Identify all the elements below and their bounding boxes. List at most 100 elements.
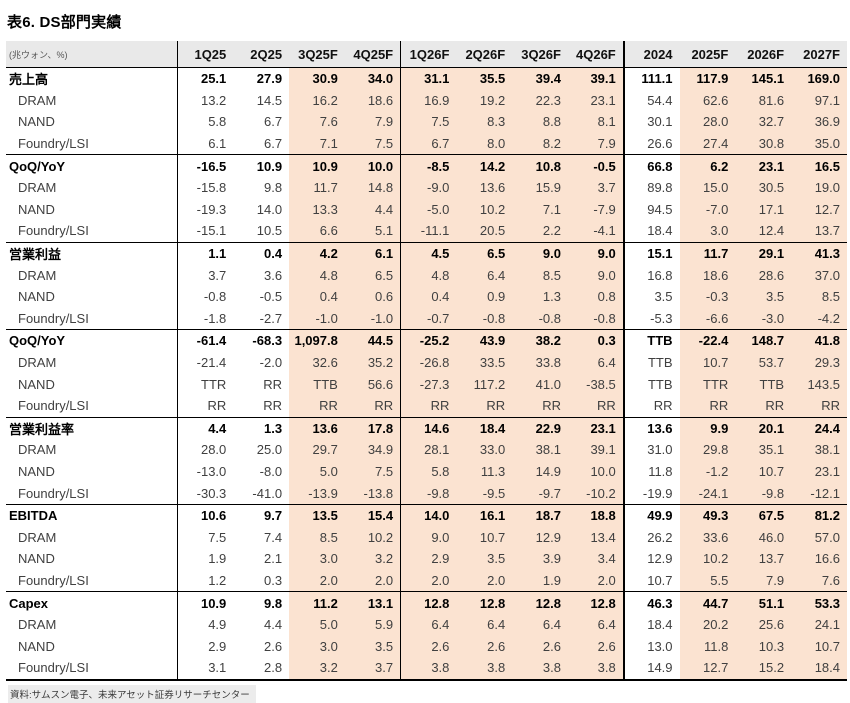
- value-cell: 10.7: [791, 635, 847, 658]
- value-cell: -1.8: [177, 307, 234, 330]
- value-cell: 41.3: [791, 241, 847, 265]
- value-cell: 49.3: [679, 503, 736, 527]
- row-label: 売上高: [6, 66, 178, 90]
- value-cell: 9.9: [679, 416, 736, 440]
- value-cell: RR: [735, 394, 792, 417]
- value-cell: 4.4: [177, 416, 234, 440]
- row-label: Foundry/LSI: [18, 310, 89, 326]
- value-cell: TTB: [735, 373, 792, 395]
- value-cell: 25.0: [256, 442, 283, 458]
- value-cell: 169.0: [791, 66, 847, 90]
- value-cell: RR: [177, 394, 234, 417]
- row-label: NAND: [18, 551, 55, 567]
- value-cell: 4.9: [177, 613, 234, 636]
- value-cell: 10.3: [735, 635, 792, 658]
- column-header: 2027F: [791, 41, 847, 68]
- value-cell: 3.0: [289, 548, 345, 570]
- value-cell: 38.1: [512, 439, 568, 461]
- value-cell: 2.9: [177, 635, 234, 658]
- value-cell: 13.6: [622, 416, 680, 440]
- sub-row-operating-profit-dram: DRAM 3.7 3.6 4.8 6.5 4.8 6.4 8.5 9.0 16.8 18.6 28.6…: [6, 264, 847, 286]
- row-label: Foundry/LSI: [18, 485, 89, 501]
- value-cell: TTR: [177, 373, 234, 395]
- value-cell: -68.3: [233, 329, 290, 352]
- value-cell: -9.7: [512, 482, 568, 505]
- value-cell: 7.6: [791, 569, 847, 592]
- value-cell: 3.4: [567, 548, 624, 570]
- value-cell: 1.9: [512, 569, 568, 592]
- value-cell: 2.0: [567, 569, 624, 592]
- value-cell: 34.0: [344, 66, 401, 90]
- value-cell: -15.1: [177, 220, 234, 243]
- column-header: 1Q25: [177, 41, 234, 68]
- value-cell: 16.2: [289, 89, 345, 112]
- value-cell: 13.2: [177, 89, 234, 112]
- value-cell: 12.8: [567, 591, 624, 614]
- value-cell: 34.9: [344, 439, 401, 461]
- value-cell: 17.1: [735, 198, 792, 221]
- value-cell: 2.6: [567, 635, 624, 658]
- value-cell: -30.3: [177, 482, 234, 505]
- column-header: 3Q25F: [289, 41, 345, 68]
- value-cell: 14.6: [400, 416, 457, 440]
- value-cell: 13.7: [735, 548, 792, 570]
- value-cell: 6.1: [344, 241, 401, 265]
- value-cell: 0.3: [567, 329, 624, 352]
- value-cell: 8.5: [289, 526, 345, 549]
- value-cell: 39.1: [567, 66, 624, 90]
- column-header: 2024: [622, 41, 680, 68]
- row-label: NAND: [18, 376, 55, 392]
- value-cell: -13.8: [344, 482, 401, 505]
- value-cell: 4.2: [289, 241, 345, 265]
- value-cell: 6.7: [400, 132, 457, 155]
- value-cell: 7.4: [263, 529, 283, 545]
- row-label: QoQ/YoY: [6, 329, 178, 352]
- value-cell: 5.0: [289, 613, 345, 636]
- value-cell: -4.2: [791, 307, 847, 330]
- table-header: (兆ウォン、%) 1Q25 2Q25 3Q25F 4Q25F 1Q26F 2Q26F 3Q26…: [6, 41, 847, 68]
- value-cell: 13.3: [289, 198, 345, 221]
- value-cell: -8.5: [400, 154, 457, 177]
- value-cell: 0.3: [263, 572, 283, 588]
- value-cell: 6.6: [289, 220, 345, 243]
- value-cell: 15.4: [344, 503, 401, 527]
- value-cell: 8.5: [512, 264, 568, 286]
- value-cell: -0.8: [456, 307, 513, 330]
- sub-row-ebitda-dram: DRAM 7.5 7.4 8.5 10.2 9.0 10.7 12.9 13.4 26.2 33.6…: [6, 526, 847, 549]
- value-cell: -5.3: [622, 307, 680, 330]
- value-cell: -9.5: [456, 482, 513, 505]
- column-header: 2Q25: [233, 41, 290, 68]
- value-cell: 56.6: [344, 373, 401, 395]
- value-cell: 27.9: [233, 66, 290, 90]
- row-label: NAND: [18, 463, 55, 479]
- value-cell: 29.3: [791, 351, 847, 374]
- column-header: 1Q26F: [400, 41, 457, 68]
- value-cell: 13.7: [791, 220, 847, 243]
- value-cell: 11.2: [289, 591, 345, 614]
- value-cell: 23.1: [791, 460, 847, 483]
- value-cell: 18.4: [791, 657, 847, 681]
- value-cell: -8.0: [259, 463, 283, 479]
- value-cell: -61.4: [177, 329, 234, 352]
- value-cell: 3.2: [344, 548, 401, 570]
- value-cell: -1.2: [679, 460, 736, 483]
- value-cell: 10.5: [256, 223, 283, 239]
- value-cell: 33.8: [512, 351, 568, 374]
- value-cell: 23.1: [567, 416, 624, 440]
- sub-row-operating-profit-qoq-yoy-nand: NAND TTR RR TTB 56.6 -27.3 117.2 41.0 -38.5 TTB TT…: [6, 373, 847, 395]
- value-cell: 14.2: [456, 154, 513, 177]
- value-cell: 22.9: [512, 416, 568, 440]
- value-cell: 6.5: [456, 241, 513, 265]
- value-cell: 6.4: [512, 613, 568, 636]
- sub-row-operating-profit-qoq-yoy-dram: DRAM -21.4 -2.0 32.6 35.2 -26.8 33.5 33.8 6.4 TTB…: [6, 351, 847, 374]
- value-cell: 23.1: [567, 89, 624, 112]
- value-cell: 143.5: [791, 373, 847, 395]
- value-cell: 1.9: [177, 548, 234, 570]
- value-cell: -7.9: [567, 198, 624, 221]
- row-label: QoQ/YoY: [6, 154, 178, 177]
- value-cell: 6.4: [456, 613, 513, 636]
- unit-label: (兆ウォン、%): [6, 41, 178, 68]
- value-cell: 81.6: [735, 89, 792, 112]
- value-cell: 18.6: [344, 89, 401, 112]
